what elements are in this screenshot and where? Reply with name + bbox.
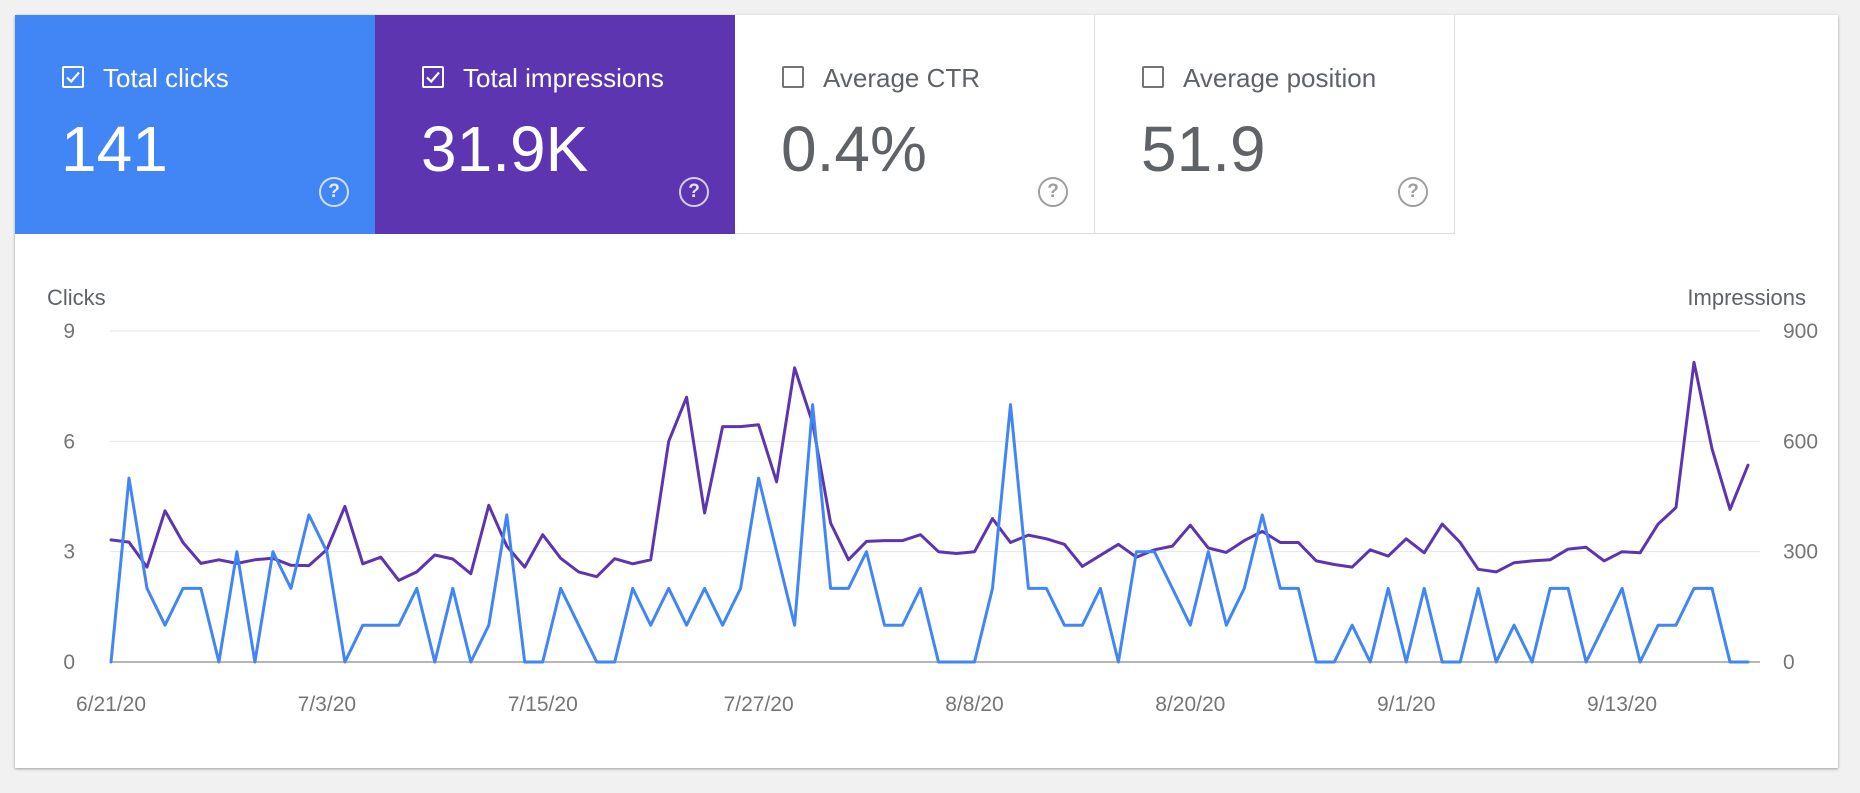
metric-label: Total clicks [103,63,229,93]
metric-total-impressions[interactable]: Total impressions 31.9K ? [375,15,735,234]
metric-total-clicks[interactable]: Total clicks 141 ? [15,15,375,234]
series-line-impressions[interactable] [109,360,1750,582]
checkbox-checked-icon[interactable] [62,66,84,88]
y-right-tick-label: 600 [1783,430,1818,453]
metric-average-position[interactable]: Average position 51.9 ? [1095,15,1455,234]
y-right-tick-label: 0 [1783,651,1795,674]
metric-label: Average CTR [823,63,981,93]
y-left-tick-label: 9 [63,320,75,343]
metric-label: Average position [1183,63,1377,93]
metric-selector: Total clicks 141 ? Total impressions 31.… [15,15,1455,234]
checkbox-unchecked-icon[interactable] [1142,66,1164,88]
y-right-tick-label: 900 [1783,320,1818,343]
metric-value: 51.9 [1141,113,1266,185]
series-line-clicks[interactable] [109,403,1750,664]
help-icon[interactable]: ? [1038,177,1068,207]
x-tick-label: 7/15/20 [508,693,578,716]
help-icon[interactable]: ? [1398,177,1428,207]
y-left-tick-label: 3 [63,541,75,564]
help-icon[interactable]: ? [319,177,349,207]
y-left-tick-label: 0 [63,651,75,674]
left-axis-title: Clicks [47,285,106,310]
metric-label: Total impressions [463,63,664,93]
metric-value: 31.9K [421,113,589,185]
x-tick-label: 7/27/20 [724,693,794,716]
metric-average-ctr[interactable]: Average CTR 0.4% ? [735,15,1095,234]
metric-value: 141 [61,113,168,185]
y-left-tick-label: 6 [63,430,75,453]
checkbox-unchecked-icon[interactable] [782,66,804,88]
checkbox-checked-icon[interactable] [422,66,444,88]
x-tick-label: 9/13/20 [1587,693,1657,716]
x-tick-label: 8/20/20 [1155,693,1225,716]
x-tick-label: 6/21/20 [76,693,146,716]
x-tick-label: 7/3/20 [298,693,356,716]
x-tick-label: 9/1/20 [1377,693,1435,716]
help-icon[interactable]: ? [679,177,709,207]
y-right-tick-label: 300 [1783,541,1818,564]
right-axis-title: Impressions [1687,285,1806,310]
metric-value: 0.4% [781,113,927,185]
performance-card: Total clicks 141 ? Total impressions 31.… [15,15,1838,768]
x-tick-label: 8/8/20 [945,693,1003,716]
